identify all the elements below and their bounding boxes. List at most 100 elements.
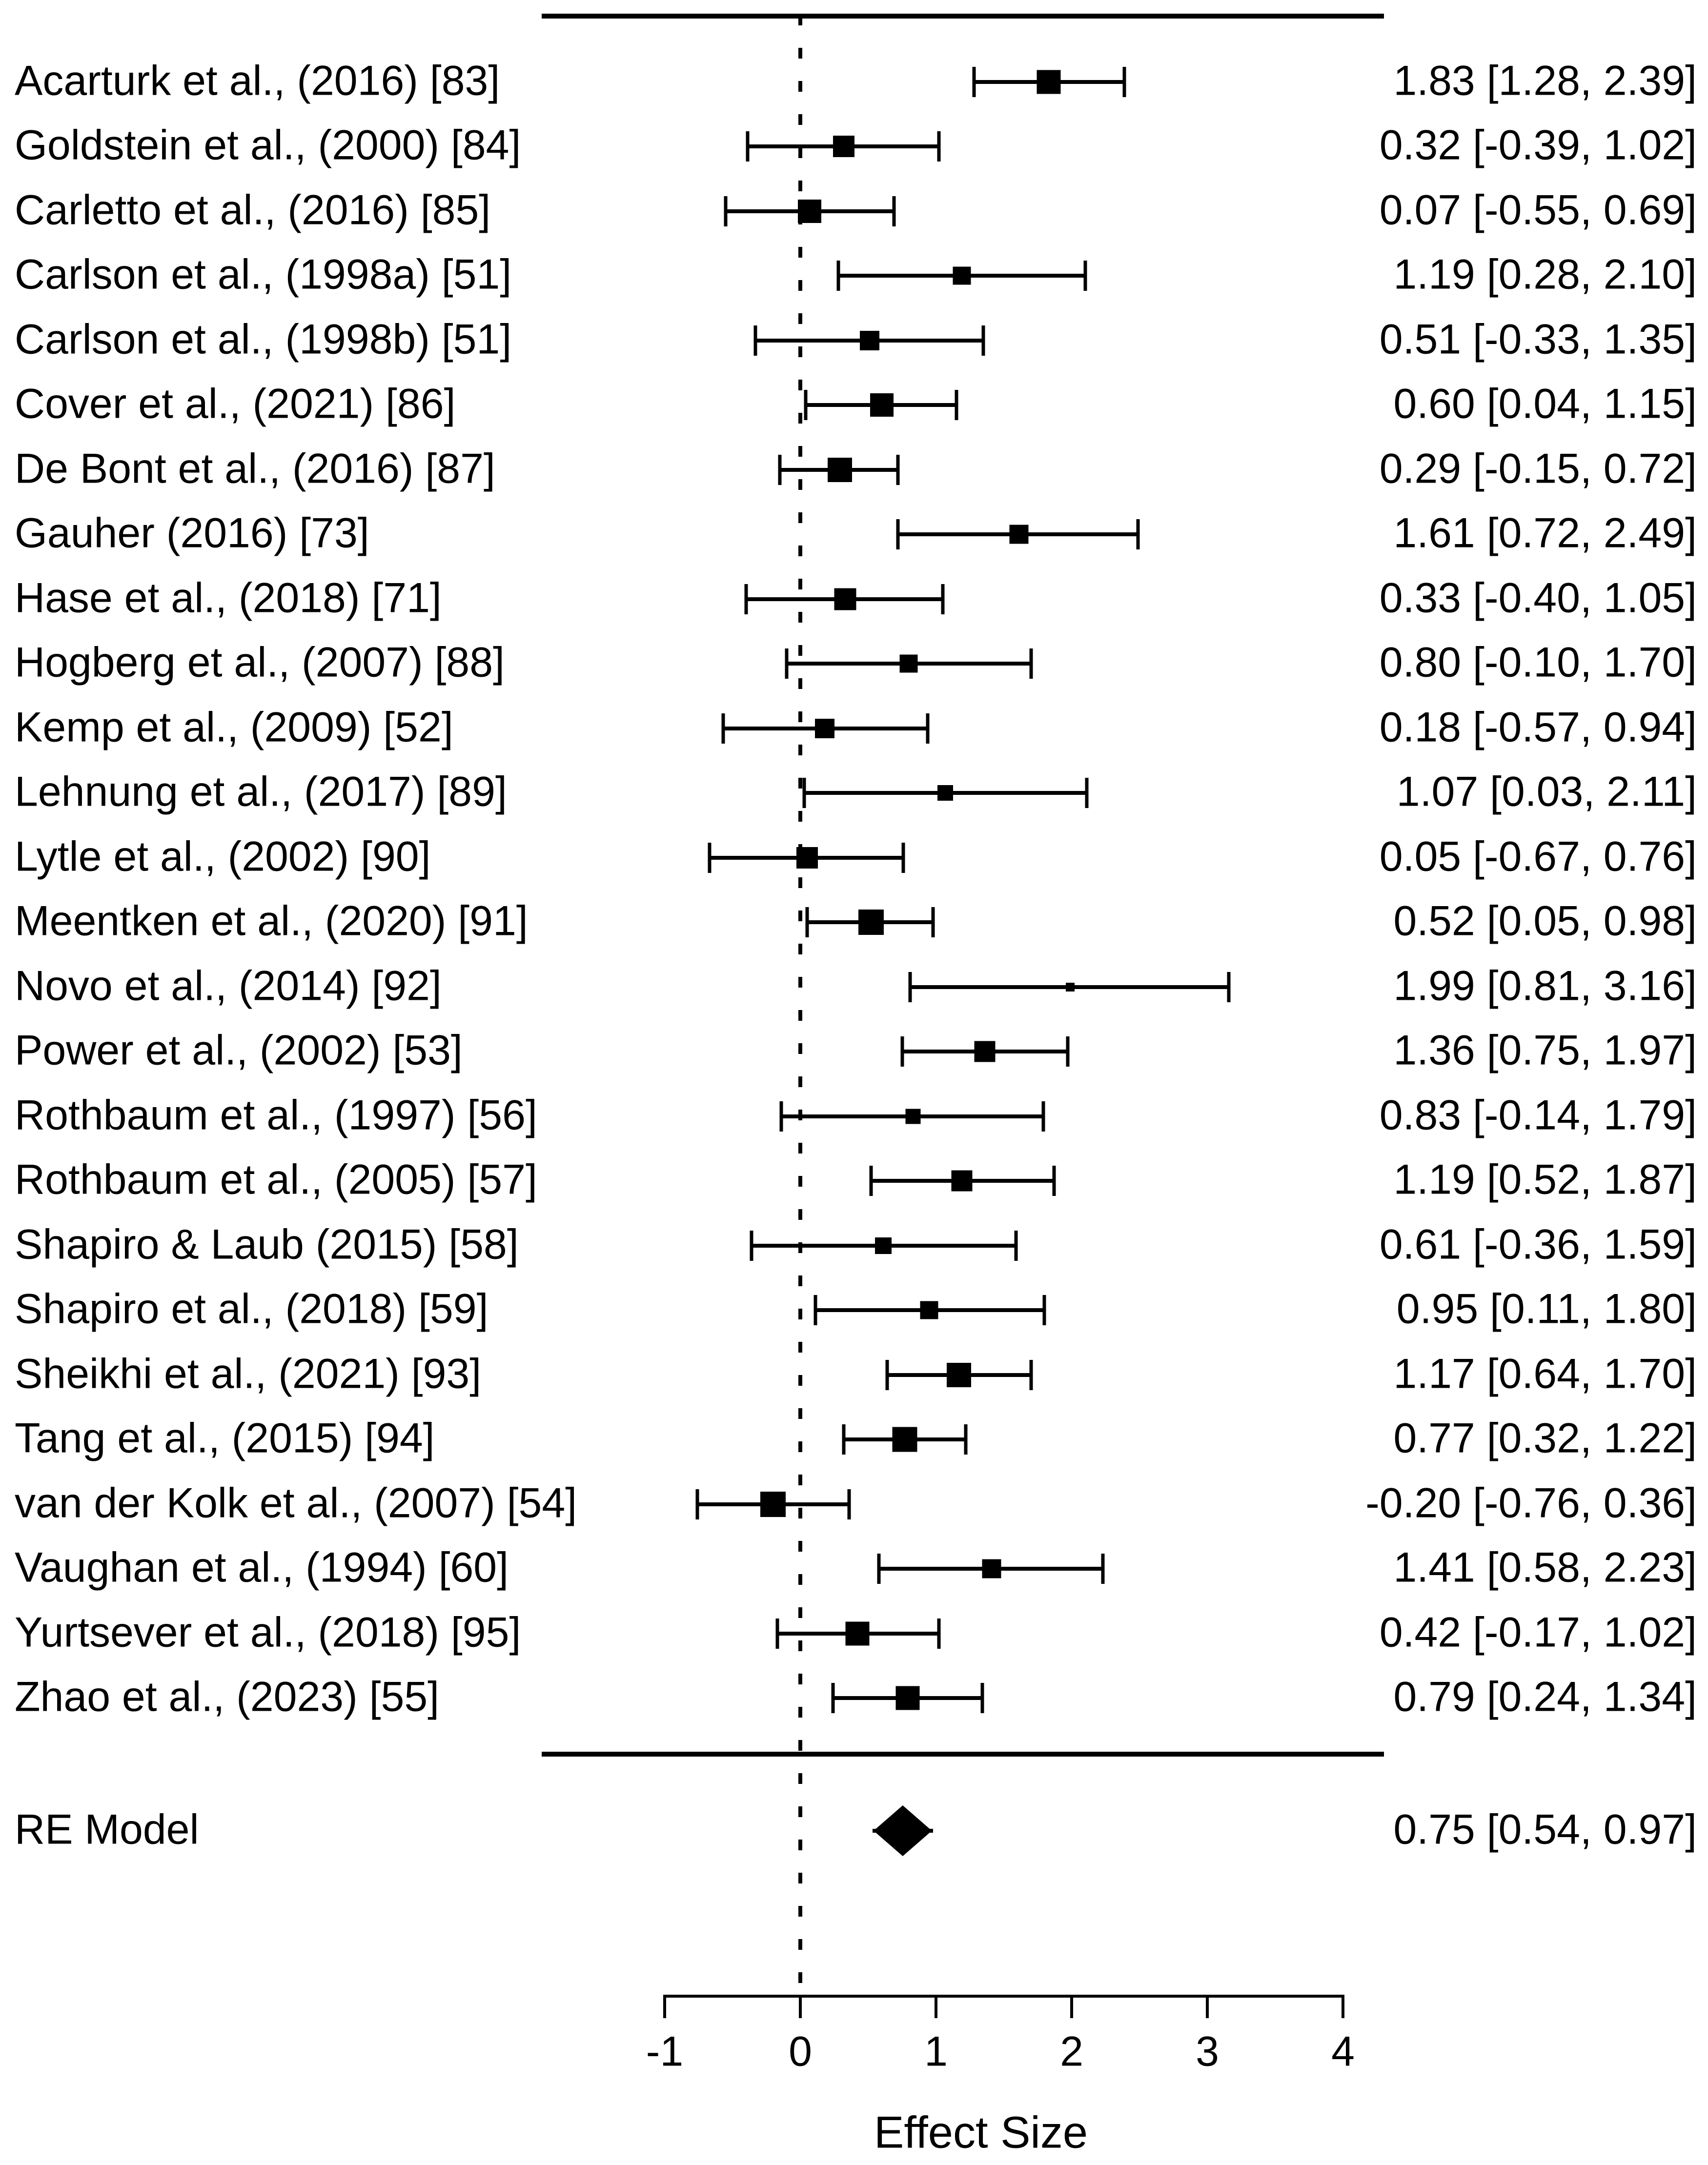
study-ci-cap-upper bbox=[931, 907, 935, 938]
study-point-marker bbox=[892, 1427, 917, 1452]
study-value: 1.07 [0.03, 2.11] bbox=[1396, 768, 1697, 815]
x-axis-tick-label: 4 bbox=[1331, 2028, 1355, 2075]
study-label: De Bont et al., (2016) [87] bbox=[15, 445, 495, 492]
study-ci-cap-upper bbox=[1136, 519, 1140, 550]
top-rule bbox=[542, 14, 1384, 19]
study-value: 0.79 [0.24, 1.34] bbox=[1393, 1673, 1697, 1720]
re-model-label: RE Model bbox=[15, 1806, 199, 1853]
study-label: Kemp et al., (2009) [52] bbox=[15, 704, 453, 751]
study-ci-cap-lower bbox=[779, 1101, 783, 1132]
x-axis-tick bbox=[935, 1996, 937, 2018]
study-label: Carlson et al., (1998b) [51] bbox=[15, 316, 512, 363]
study-ci-cap-upper bbox=[1122, 67, 1126, 97]
study-ci-cap-lower bbox=[708, 842, 712, 873]
study-ci-cap-upper bbox=[1042, 1295, 1046, 1326]
study-ci-cap-lower bbox=[778, 454, 782, 485]
x-axis-tick bbox=[1206, 1996, 1209, 2018]
study-point-marker bbox=[859, 330, 879, 350]
study-point-marker bbox=[796, 847, 818, 869]
study-ci-cap-upper bbox=[1085, 778, 1089, 809]
study-ci-cap-upper bbox=[1101, 1554, 1105, 1584]
zero-reference-line bbox=[798, 15, 802, 1996]
study-value: 0.52 [0.05, 0.98] bbox=[1393, 897, 1697, 945]
study-ci-cap-upper bbox=[1029, 648, 1033, 679]
study-ci-cap-upper bbox=[1083, 261, 1087, 291]
study-value: 0.80 [-0.10, 1.70] bbox=[1379, 639, 1697, 686]
study-value: 0.42 [-0.17, 1.02] bbox=[1379, 1609, 1697, 1656]
study-value: 1.36 [0.75, 1.97] bbox=[1393, 1027, 1697, 1074]
study-point-marker bbox=[951, 1170, 973, 1192]
study-label: Carletto et al., (2016) [85] bbox=[15, 186, 491, 234]
x-axis-tick-label: 3 bbox=[1196, 2028, 1219, 2075]
study-label: Vaughan et al., (1994) [60] bbox=[15, 1544, 509, 1591]
study-label: Cover et al., (2021) [86] bbox=[15, 380, 456, 427]
study-value: 0.83 [-0.14, 1.79] bbox=[1379, 1092, 1697, 1139]
re-model-value: 0.75 [0.54, 0.97] bbox=[1393, 1806, 1697, 1853]
study-ci-cap-upper bbox=[847, 1489, 851, 1519]
x-axis-tick-label: 2 bbox=[1060, 2028, 1083, 2075]
study-ci-cap-upper bbox=[964, 1424, 968, 1455]
study-point-marker bbox=[982, 1559, 1001, 1578]
study-label: Yurtsever et al., (2018) [95] bbox=[15, 1609, 521, 1656]
study-ci-cap-upper bbox=[1066, 1036, 1070, 1067]
study-value: 0.60 [0.04, 1.15] bbox=[1393, 380, 1697, 427]
study-label: Rothbaum et al., (1997) [56] bbox=[15, 1092, 537, 1139]
study-value: 1.83 [1.28, 2.39] bbox=[1393, 57, 1697, 104]
study-label: Meentken et al., (2020) [91] bbox=[15, 897, 528, 945]
study-point-marker bbox=[1066, 982, 1075, 991]
study-ci-cap-lower bbox=[775, 1618, 779, 1649]
study-label: Hogberg et al., (2007) [88] bbox=[15, 639, 505, 686]
study-ci-cap-upper bbox=[980, 1683, 984, 1713]
study-ci-cap-upper bbox=[901, 842, 905, 873]
study-ci-cap-upper bbox=[937, 131, 941, 162]
study-value: 1.19 [0.52, 1.87] bbox=[1393, 1156, 1697, 1203]
x-axis-tick-label: -1 bbox=[646, 2028, 684, 2075]
re-summary-diamond bbox=[874, 1805, 932, 1856]
study-label: Acarturk et al., (2016) [83] bbox=[15, 57, 500, 104]
x-axis-tick bbox=[1342, 1996, 1344, 2018]
study-label: Gauher (2016) [73] bbox=[15, 509, 369, 557]
study-label: Rothbaum et al., (2005) [57] bbox=[15, 1156, 537, 1203]
study-label: Shapiro & Laub (2015) [58] bbox=[15, 1221, 519, 1268]
study-ci-cap-lower bbox=[908, 971, 912, 1002]
study-value: 1.41 [0.58, 2.23] bbox=[1393, 1544, 1697, 1591]
study-ci-cap-lower bbox=[695, 1489, 699, 1519]
study-ci-cap-upper bbox=[937, 1618, 941, 1649]
study-ci-cap-upper bbox=[1029, 1359, 1033, 1390]
study-ci-cap-lower bbox=[972, 67, 976, 97]
study-value: 0.05 [-0.67, 0.76] bbox=[1379, 833, 1697, 880]
study-ci-cap-lower bbox=[805, 907, 809, 938]
study-point-marker bbox=[953, 266, 971, 285]
study-label: Power et al., (2002) [53] bbox=[15, 1027, 463, 1074]
study-point-marker bbox=[834, 588, 856, 610]
study-point-marker bbox=[858, 910, 884, 935]
study-value: 0.33 [-0.40, 1.05] bbox=[1379, 574, 1697, 622]
study-label: Hase et al., (2018) [71] bbox=[15, 574, 442, 622]
study-point-marker bbox=[874, 1237, 892, 1254]
study-point-marker bbox=[798, 199, 822, 223]
study-ci-cap-lower bbox=[836, 261, 840, 291]
study-value: 0.95 [0.11, 1.80] bbox=[1396, 1285, 1697, 1333]
study-ci-cap-upper bbox=[1052, 1166, 1056, 1196]
study-ci-cap-lower bbox=[721, 713, 725, 744]
study-ci-cap-lower bbox=[885, 1359, 889, 1390]
study-point-marker bbox=[895, 1686, 920, 1710]
study-label: Shapiro et al., (2018) [59] bbox=[15, 1285, 488, 1333]
study-point-marker bbox=[870, 393, 894, 417]
study-label: Tang et al., (2015) [94] bbox=[15, 1415, 435, 1462]
study-ci-cap-lower bbox=[842, 1424, 846, 1455]
study-point-marker bbox=[833, 136, 854, 158]
study-ci-cap-upper bbox=[1227, 971, 1231, 1002]
study-ci-cap-lower bbox=[724, 196, 728, 226]
study-ci-cap-lower bbox=[744, 584, 748, 614]
study-value: 0.61 [-0.36, 1.59] bbox=[1379, 1221, 1697, 1268]
study-ci-cap-lower bbox=[746, 131, 750, 162]
study-ci-cap-lower bbox=[785, 648, 789, 679]
study-value: 1.17 [0.64, 1.70] bbox=[1393, 1350, 1697, 1397]
study-label: Zhao et al., (2023) [55] bbox=[15, 1673, 440, 1720]
study-value: 0.32 [-0.39, 1.02] bbox=[1379, 121, 1697, 169]
study-label: Sheikhi et al., (2021) [93] bbox=[15, 1350, 482, 1397]
x-axis-tick bbox=[663, 1996, 666, 2018]
study-label: van der Kolk et al., (2007) [54] bbox=[15, 1479, 577, 1527]
study-point-marker bbox=[760, 1491, 786, 1517]
